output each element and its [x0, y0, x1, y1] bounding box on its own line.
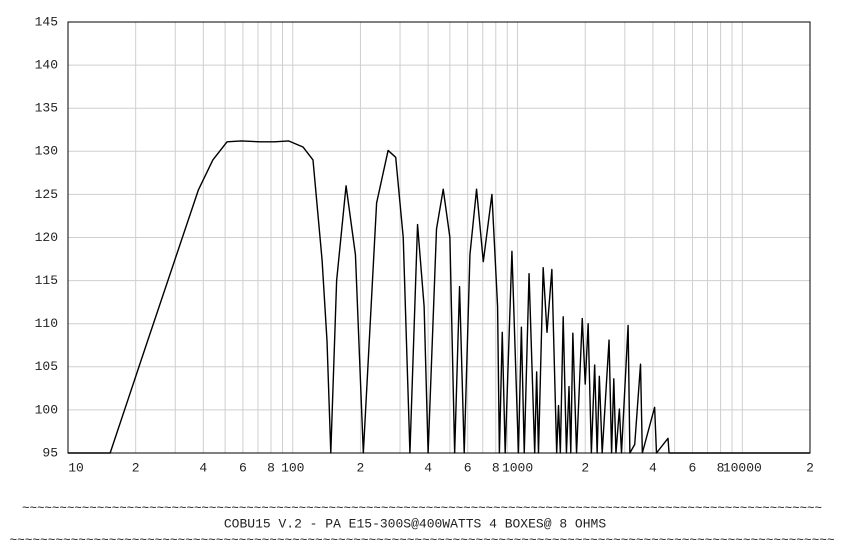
y-tick-label: 120	[35, 230, 58, 245]
y-tick-label: 110	[35, 316, 58, 331]
plot-frame	[67, 21, 811, 454]
separator: ~~~~~~~~~~~~~~~~~~~~~~~~~~~~~~~~~~~~~~~~…	[22, 500, 822, 515]
separator: ~~~~~~~~~~~~~~~~~~~~~~~~~~~~~~~~~~~~~~~~…	[10, 532, 835, 547]
chart-title: COBU15 V.2 - PA E15-300S@400WATTS 4 BOXE…	[224, 516, 606, 531]
x-tick-label: 6	[689, 460, 697, 475]
x-tick-label: 8	[492, 460, 500, 475]
y-tick-label: 115	[35, 273, 58, 288]
x-tick-label: 1000	[502, 460, 533, 475]
y-tick-label: 125	[35, 187, 58, 202]
grid	[67, 21, 811, 454]
x-tick-label: 2	[806, 460, 814, 475]
x-tick-label: 2	[581, 460, 589, 475]
y-tick-label: 95	[42, 445, 58, 460]
x-tick-label: 8	[717, 460, 725, 475]
y-tick-label: 135	[35, 101, 58, 116]
y-tick-label: 140	[35, 58, 58, 73]
x-tick-label: 2	[132, 460, 140, 475]
response-curve	[68, 140, 810, 454]
x-tick-label: 8	[267, 460, 275, 475]
x-tick-label: 10	[68, 460, 84, 475]
x-tick-label: 4	[424, 460, 432, 475]
x-tick-label: 6	[464, 460, 472, 475]
x-tick-label: 10000	[723, 460, 762, 475]
x-tick-label: 100	[281, 460, 304, 475]
x-tick-label: 4	[649, 460, 657, 475]
y-tick-label: 130	[35, 144, 58, 159]
x-tick-label: 4	[199, 460, 207, 475]
y-tick-label: 100	[35, 402, 58, 417]
y-tick-label: 105	[35, 359, 58, 374]
x-tick-label: 6	[239, 460, 247, 475]
x-tick-label: 2	[357, 460, 365, 475]
y-tick-label: 145	[35, 14, 58, 29]
